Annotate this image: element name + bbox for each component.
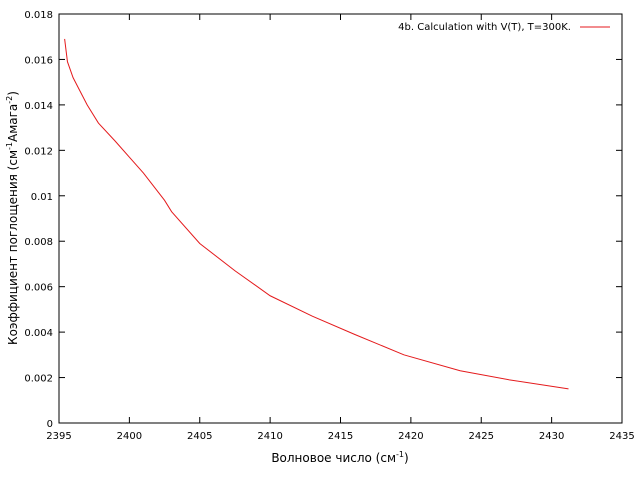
y-tick-label: 0.006: [24, 283, 53, 294]
x-axis-label: Волновое число (см-1): [271, 450, 408, 465]
y-axis-label: Коэффициент поглощения (см-1Амага-2): [5, 91, 20, 345]
legend: 4b. Calculation with V(T), T=300K.: [398, 22, 610, 33]
plot-frame: [58, 13, 623, 424]
x-axis-ticks: 2395 2400 2405 2410 2415 2420 2425 2430 2435: [46, 14, 635, 442]
x-tick-label: 2410: [257, 431, 282, 442]
y-tick-label: 0.01: [31, 192, 53, 203]
y-tick-label: 0.016: [24, 55, 53, 66]
y-tick-label: 0.018: [24, 10, 53, 21]
y-tick-label: 0.002: [24, 374, 53, 385]
y-tick-label: 0.014: [24, 101, 53, 112]
x-tick-label: 2405: [187, 431, 212, 442]
legend-label: 4b. Calculation with V(T), T=300K.: [398, 22, 571, 33]
y-tick-label: 0.008: [24, 237, 53, 248]
x-tick-label: 2415: [328, 431, 353, 442]
x-tick-label: 2400: [117, 431, 142, 442]
series-line: [64, 38, 569, 390]
x-tick-label: 2425: [469, 431, 494, 442]
y-tick-label: 0.012: [24, 146, 53, 157]
x-tick-label: 2420: [398, 431, 423, 442]
x-tick-label: 2430: [539, 431, 564, 442]
x-tick-label: 2395: [46, 431, 71, 442]
y-axis-ticks: 0 0.002 0.004 0.006 0.008 0.01 0.012 0.014 0.016…: [24, 10, 622, 430]
y-tick-label: 0: [47, 419, 53, 430]
x-tick-label: 2435: [609, 431, 634, 442]
y-tick-label: 0.004: [24, 328, 53, 339]
